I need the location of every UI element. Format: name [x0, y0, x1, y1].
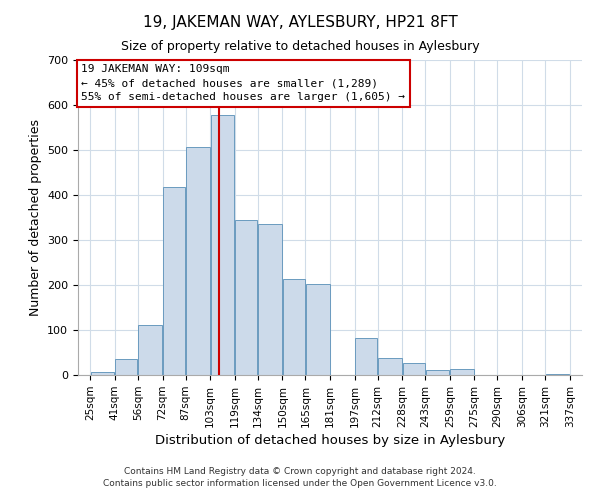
Text: 19 JAKEMAN WAY: 109sqm
← 45% of detached houses are smaller (1,289)
55% of semi-: 19 JAKEMAN WAY: 109sqm ← 45% of detached… — [81, 64, 405, 102]
Bar — [235, 220, 257, 375]
Bar — [211, 115, 234, 375]
Bar — [306, 284, 329, 375]
Text: 19, JAKEMAN WAY, AYLESBURY, HP21 8FT: 19, JAKEMAN WAY, AYLESBURY, HP21 8FT — [143, 15, 457, 30]
Bar — [163, 188, 185, 375]
Text: Contains HM Land Registry data © Crown copyright and database right 2024.
Contai: Contains HM Land Registry data © Crown c… — [103, 466, 497, 487]
Bar — [283, 279, 305, 375]
Text: Size of property relative to detached houses in Aylesbury: Size of property relative to detached ho… — [121, 40, 479, 53]
Bar — [451, 369, 474, 375]
Bar — [258, 224, 282, 375]
Y-axis label: Number of detached properties: Number of detached properties — [29, 119, 41, 316]
X-axis label: Distribution of detached houses by size in Aylesbury: Distribution of detached houses by size … — [155, 434, 505, 447]
Bar — [378, 358, 402, 375]
Bar — [355, 338, 377, 375]
Bar — [403, 363, 425, 375]
Bar — [545, 374, 569, 375]
Bar — [91, 372, 115, 375]
Bar — [115, 359, 137, 375]
Bar — [426, 370, 449, 375]
Bar — [139, 324, 162, 375]
Bar — [186, 147, 209, 375]
